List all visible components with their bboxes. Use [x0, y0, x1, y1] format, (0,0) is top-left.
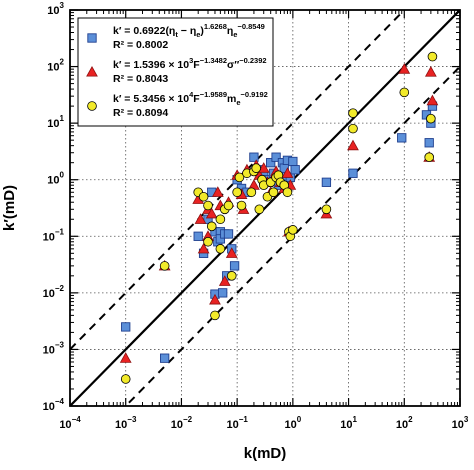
data-point-circle: [254, 204, 265, 215]
y-tick-label: 10−2: [43, 284, 65, 300]
legend-marker-square: [87, 33, 97, 43]
data-point-triangle: [426, 94, 439, 106]
data-point-circle: [203, 236, 213, 247]
y-tick-label: 101: [47, 114, 64, 130]
data-point-circle: [203, 200, 213, 211]
data-point-circle: [120, 374, 131, 384]
data-point-triangle: [347, 139, 359, 151]
data-point-circle: [251, 163, 262, 173]
data-point-circle: [268, 187, 279, 198]
data-point-circle: [210, 310, 220, 321]
legend-box: [77, 17, 274, 127]
legend-r2: R² = 0.8002: [113, 39, 168, 51]
data-point-square: [160, 353, 170, 363]
x-tick-label: 103: [452, 415, 469, 431]
data-point-circle: [399, 87, 410, 98]
y-axis-title: k′(mD): [1, 185, 18, 231]
data-point-square: [288, 156, 298, 167]
data-point-triangle: [225, 247, 238, 258]
data-point-square: [271, 152, 281, 162]
data-point-square: [249, 152, 259, 162]
y-tick-label: 10−3: [43, 340, 65, 356]
x-tick-label: 10−4: [59, 415, 81, 431]
data-point-triangle: [194, 213, 207, 224]
data-point-circle: [348, 108, 358, 118]
y-tick-label: 10−1: [43, 227, 65, 243]
legend-equation: k′ = 5.3456 × 104F−1.9589me−0.9192: [113, 90, 268, 107]
data-point-circle: [198, 191, 209, 202]
x-axis-title: k(mD): [244, 445, 287, 462]
data-point-circle: [246, 187, 257, 198]
x-tick-label: 102: [396, 415, 413, 431]
data-point-square: [218, 288, 228, 298]
x-tick-label: 100: [285, 415, 302, 431]
bound-line-dashed: [70, 10, 406, 351]
data-point-square: [348, 168, 358, 178]
y-tick-label: 102: [47, 58, 64, 74]
legend-equation: k′ = 1.5396 × 103F−1.3482σ″−0.2392: [113, 56, 267, 71]
one-to-one-line: [70, 10, 460, 406]
data-point-triangle: [398, 63, 411, 74]
x-tick-label: 10−3: [115, 415, 137, 431]
data-point-square: [121, 322, 131, 332]
data-point-circle: [215, 244, 226, 254]
legend-r2: R² = 0.8043: [113, 73, 168, 85]
data-point-square: [223, 229, 234, 239]
data-point-circle: [159, 261, 170, 271]
data-point-square: [266, 158, 276, 168]
data-points: [119, 51, 439, 384]
data-point-circle: [206, 221, 217, 232]
bound-line-dashed: [124, 65, 460, 406]
y-tick-label: 100: [47, 171, 64, 187]
data-point-triangle: [281, 167, 294, 178]
data-point-circle: [234, 172, 245, 183]
data-point-circle: [288, 225, 298, 235]
data-point-triangle: [119, 352, 132, 363]
data-point-circle: [427, 51, 438, 62]
reference-lines: [70, 10, 460, 406]
data-point-circle: [282, 187, 293, 198]
series-square: [121, 101, 438, 363]
data-point-square: [424, 138, 434, 148]
tick-labels: 10−4 10−3 10−2 10−1 100 101 102 103 10−4 10−3 10−2…: [43, 1, 469, 431]
legend-marker-triangle: [86, 65, 98, 77]
data-point-circle: [426, 113, 436, 124]
data-point-square: [321, 177, 332, 187]
y-tick-label: 10−4: [43, 397, 65, 413]
data-point-circle: [232, 187, 242, 198]
data-point-triangle: [205, 207, 218, 219]
data-point-circle: [236, 200, 247, 211]
data-point-square: [229, 261, 240, 271]
data-point-triangle: [197, 242, 210, 254]
data-point-circle: [226, 271, 237, 281]
data-point-triangle: [424, 66, 437, 77]
legend-r2: R² = 0.8094: [113, 107, 168, 119]
plot-frame: [69, 9, 461, 407]
x-tick-label: 10−1: [226, 415, 248, 431]
legend-marker-circle: [87, 101, 97, 111]
series-circle: [120, 51, 438, 384]
data-point-square: [193, 231, 203, 241]
data-point-triangle: [209, 293, 221, 305]
data-point-circle: [321, 204, 332, 215]
data-point-square: [397, 133, 407, 143]
legend-equation: k′ = 0.6922(ηt − ηe)1.6268ηe−0.8549: [113, 22, 265, 39]
data-point-triangle: [211, 186, 224, 197]
data-point-circle: [215, 214, 226, 225]
data-point-circle: [424, 152, 434, 163]
data-point-circle: [348, 123, 358, 134]
x-tick-label: 10−2: [171, 415, 193, 431]
y-tick-label: 103: [47, 1, 64, 17]
data-point-triangle: [257, 162, 270, 173]
data-point-triangle: [218, 275, 231, 286]
data-point-circle: [223, 200, 234, 211]
x-tick-label: 101: [340, 415, 357, 431]
data-point-square: [290, 165, 300, 175]
